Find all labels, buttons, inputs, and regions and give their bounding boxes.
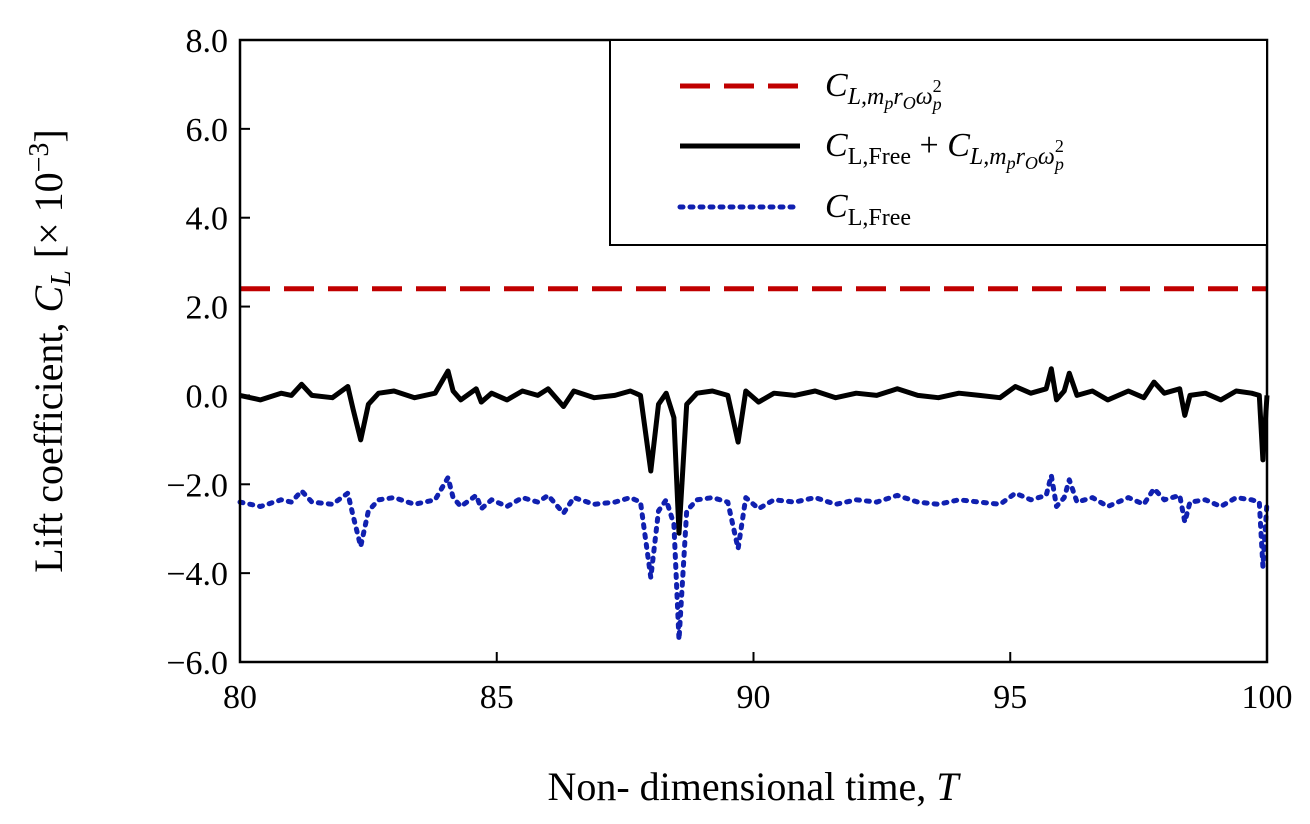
y-axis-label: Lift coefficient, CL[× 10−3] (24, 129, 77, 573)
y-tick-label: 8.0 (186, 23, 229, 60)
series-line-CL_total (239, 366, 1270, 536)
ticks-layer: 80 85 90 95 100 8.0 6.0 4.0 2.0 0.0 −2.0 −4.0 −6.0 (166, 23, 1292, 716)
y-tick-label: 6.0 (186, 112, 229, 149)
x-tick-label: 100 (1242, 679, 1293, 716)
x-tick-label: 85 (480, 679, 514, 716)
legend-box (609, 39, 1268, 246)
legend-label-free: CL,Free (825, 188, 911, 231)
legend-label-total: CL,Free + CL,mprOω2 p (825, 127, 1064, 174)
x-tick-label: 80 (223, 679, 257, 716)
y-tick-label: 4.0 (186, 201, 229, 238)
x-tick-label: 95 (993, 679, 1027, 716)
y-tick-label: 0.0 (186, 378, 229, 415)
y-tick-label: −4.0 (166, 556, 228, 593)
x-axis-label: Non- dimensional time, T (547, 764, 961, 809)
legend: CL,mprOω2 p CL,Free + CL,mprOω2 p CL,Free (609, 39, 1268, 246)
legend-label-mprw: CL,mprOω2 p (825, 67, 942, 114)
y-tick-label: −6.0 (166, 645, 228, 682)
series-line-CL_free (237, 472, 1270, 643)
y-tick-label: 2.0 (186, 290, 229, 327)
series-layer (237, 286, 1270, 643)
x-tick-label: 90 (737, 679, 771, 716)
y-tick-label: −2.0 (166, 467, 228, 504)
